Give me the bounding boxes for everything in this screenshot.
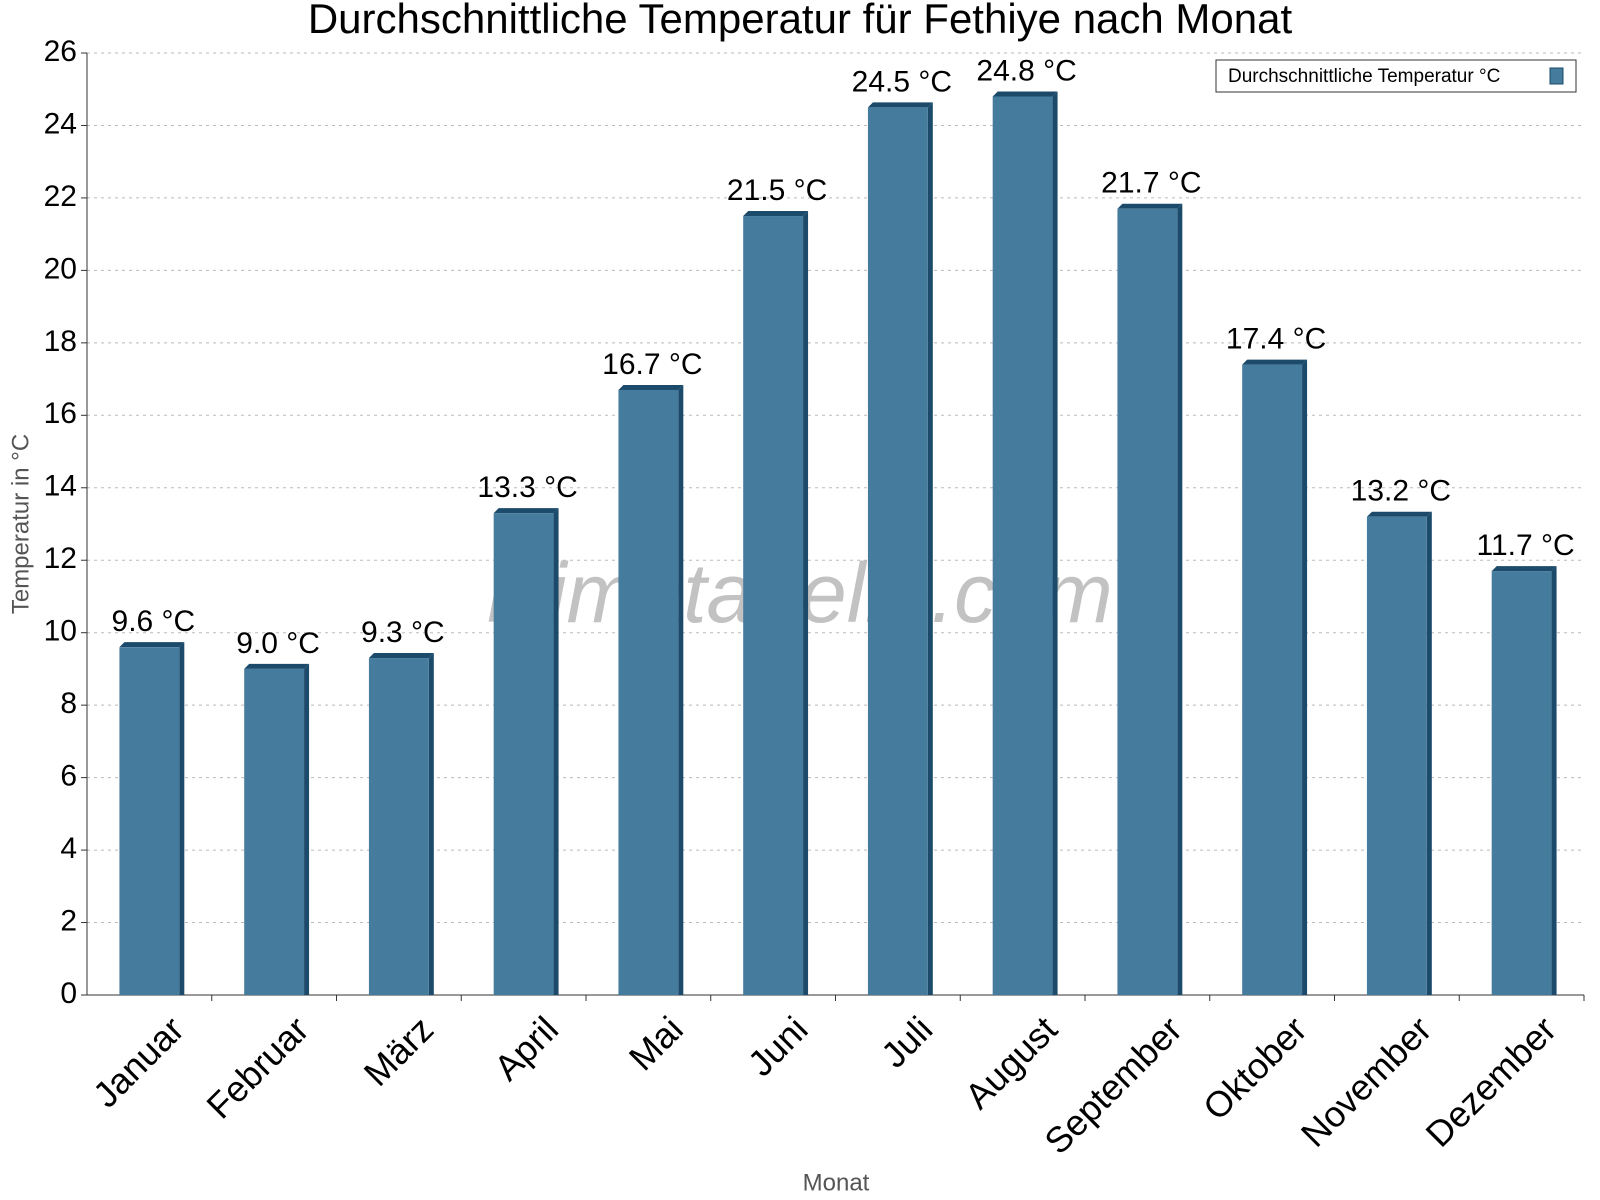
- y-tick-label: 6: [60, 760, 77, 793]
- y-tick-label: 24: [44, 107, 77, 140]
- value-label: 9.3 °C: [361, 616, 445, 649]
- y-tick-label: 4: [60, 832, 77, 865]
- value-label: 13.2 °C: [1351, 475, 1451, 508]
- value-label: 9.0 °C: [236, 627, 320, 660]
- value-label: 24.5 °C: [852, 65, 952, 98]
- y-tick-label: 8: [60, 687, 77, 720]
- bar-top: [119, 642, 185, 648]
- y-tick-label: 2: [60, 904, 77, 937]
- y-tick-label: 26: [44, 35, 77, 68]
- bar-side: [553, 508, 559, 995]
- y-tick-label: 20: [44, 252, 77, 285]
- bar-side: [428, 653, 434, 995]
- value-label: 17.4 °C: [1226, 323, 1326, 356]
- bar-top: [493, 508, 559, 514]
- x-axis-label: Monat: [803, 1169, 870, 1196]
- y-tick-label: 0: [60, 977, 77, 1010]
- bar-top: [743, 211, 809, 217]
- bar-side: [927, 102, 933, 996]
- bar: [493, 513, 554, 995]
- bar-side: [1551, 566, 1557, 995]
- y-tick-label: 10: [44, 615, 77, 648]
- y-tick-label: 18: [44, 325, 77, 358]
- bar-top: [867, 102, 933, 108]
- bar-top: [1366, 511, 1432, 517]
- bar: [743, 216, 804, 996]
- bar-top: [368, 653, 434, 659]
- y-tick-label: 12: [44, 542, 77, 575]
- value-label: 21.5 °C: [727, 174, 827, 207]
- bar-side: [304, 663, 310, 995]
- value-label: 13.3 °C: [477, 471, 577, 504]
- bar: [119, 647, 180, 995]
- bar-side: [179, 642, 185, 995]
- y-tick-label: 16: [44, 397, 77, 430]
- value-label: 9.6 °C: [112, 605, 196, 638]
- value-label: 11.7 °C: [1477, 529, 1575, 562]
- bar: [992, 96, 1053, 995]
- bar-side: [803, 211, 809, 996]
- bar: [368, 658, 429, 995]
- y-tick-label: 22: [44, 180, 77, 213]
- value-label: 21.7 °C: [1101, 167, 1201, 200]
- bar-side: [1052, 91, 1058, 995]
- bar-top: [1242, 359, 1308, 365]
- bar-side: [1177, 203, 1183, 996]
- bar: [618, 389, 679, 995]
- chart-title: Durchschnittliche Temperatur für Fethiye…: [308, 0, 1293, 42]
- bar: [1366, 516, 1427, 995]
- bar-top: [618, 384, 684, 390]
- y-axis-label: Temperatur in °C: [7, 434, 34, 614]
- legend-box: [1215, 59, 1577, 93]
- y-tick-label: 14: [44, 470, 77, 503]
- bar-top: [1491, 566, 1557, 572]
- bar-top: [244, 663, 310, 669]
- bar: [867, 107, 928, 996]
- legend-swatch: [1549, 67, 1564, 85]
- bar: [1491, 571, 1552, 995]
- bar-side: [1426, 511, 1432, 995]
- bar-top: [1117, 203, 1183, 209]
- value-label: 24.8 °C: [976, 54, 1076, 87]
- legend-label: Durchschnittliche Temperatur °C: [1228, 66, 1500, 87]
- bar: [1242, 364, 1303, 996]
- bar: [1117, 208, 1178, 996]
- bar-side: [1302, 359, 1308, 996]
- bar: [244, 668, 305, 995]
- value-label: 16.7 °C: [602, 348, 702, 381]
- bar-top: [992, 91, 1058, 97]
- bar-side: [678, 384, 684, 995]
